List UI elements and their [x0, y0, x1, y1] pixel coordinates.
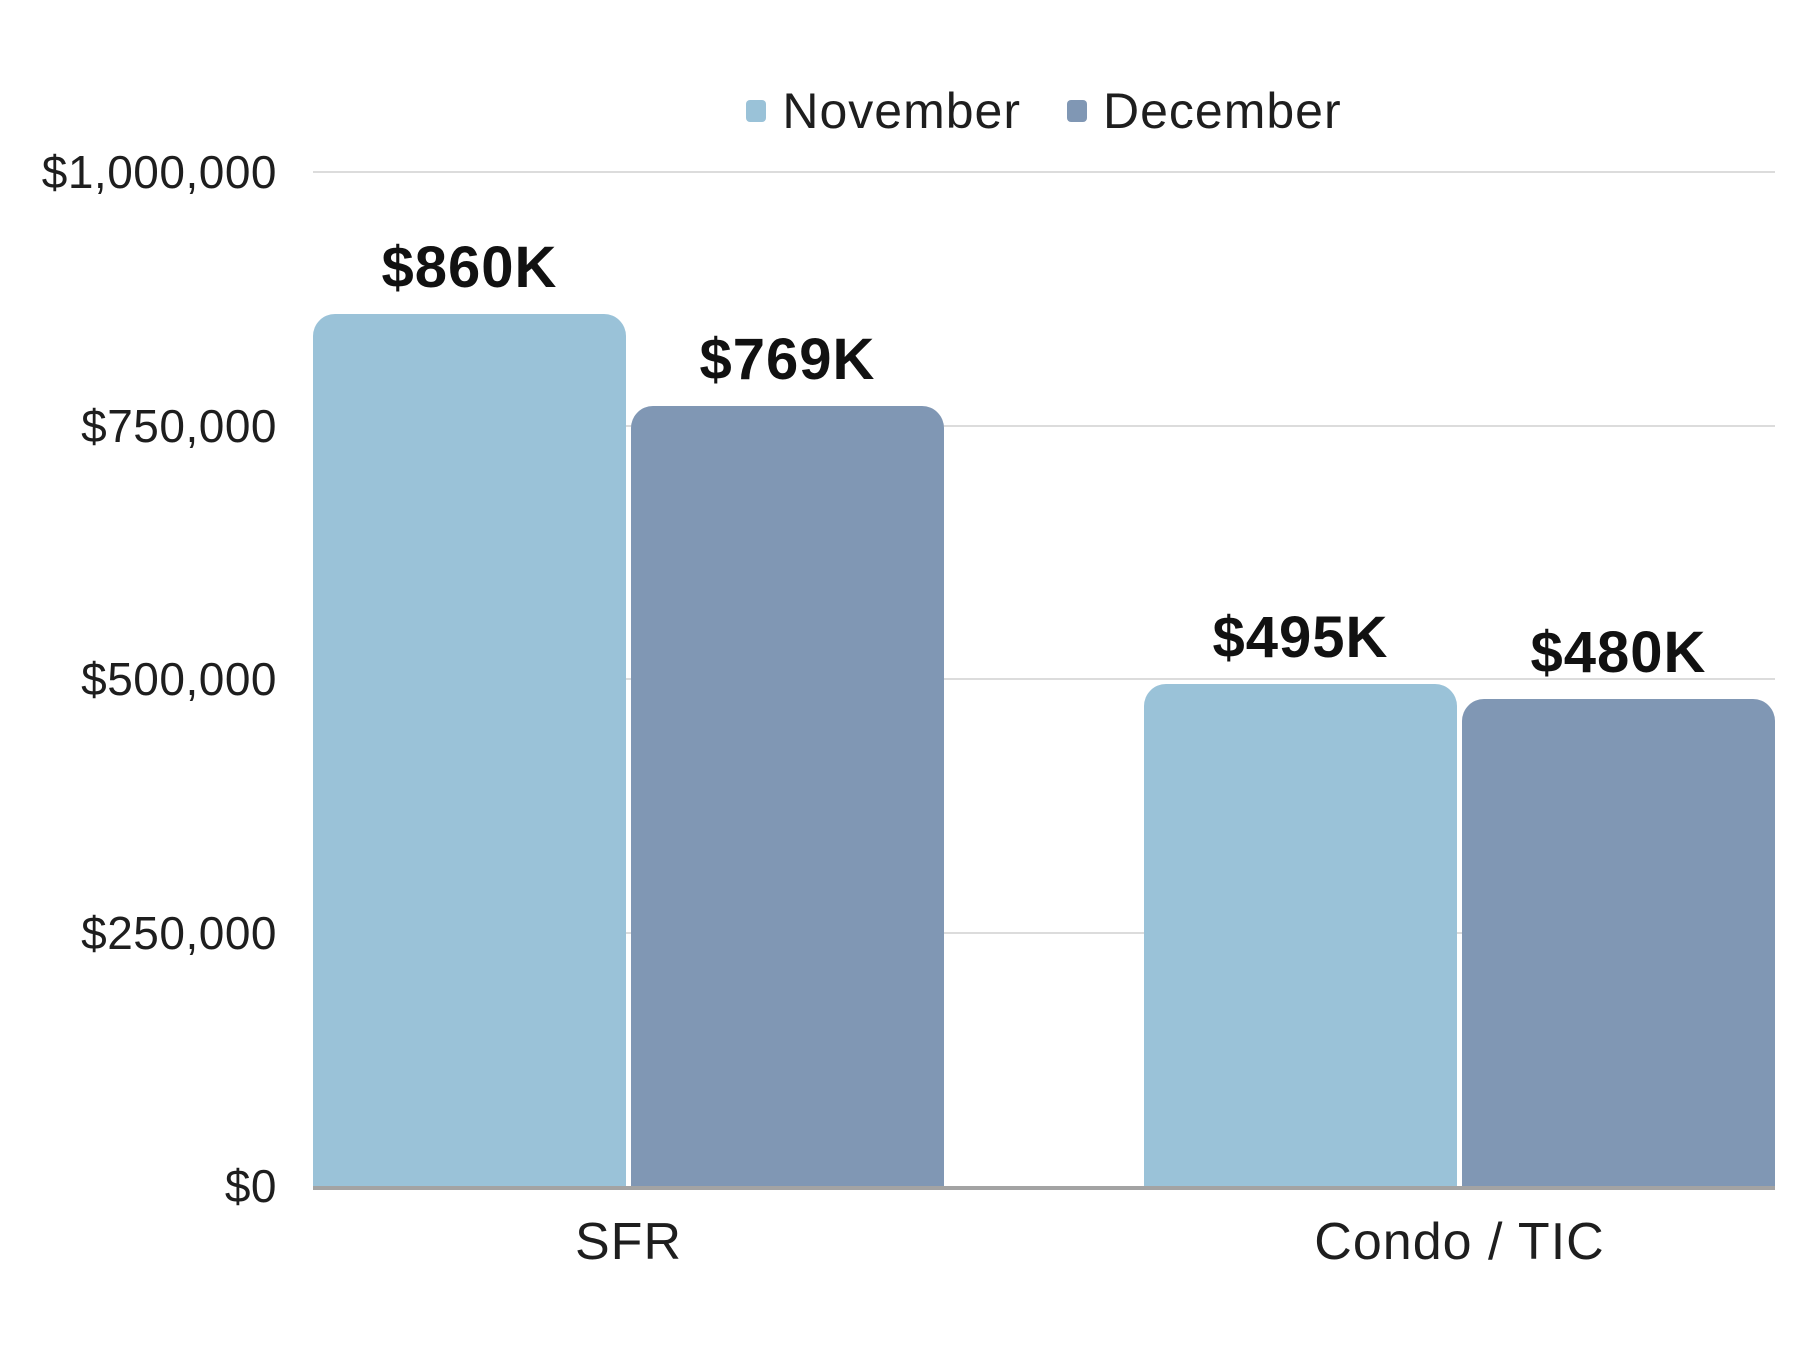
- y-axis-tick-label: $1,000,000: [41, 146, 277, 198]
- bar-value-label: $769K: [699, 327, 876, 392]
- bar-december-sfr: [631, 406, 944, 1186]
- bar-november-sfr: [313, 314, 626, 1186]
- gridline: [313, 931, 1775, 934]
- legend-label: December: [1103, 83, 1342, 139]
- y-axis-tick-label: $0: [224, 1160, 277, 1212]
- legend-swatch-icon: [746, 100, 767, 122]
- x-axis-baseline: [313, 1186, 1775, 1190]
- legend-item-december: December: [1067, 82, 1342, 140]
- y-axis-tick-label: $500,000: [81, 653, 277, 705]
- chart-legend: November December: [313, 82, 1775, 140]
- gridline: [313, 171, 1775, 173]
- bar-value-label: $860K: [381, 235, 558, 300]
- legend-swatch-icon: [1067, 100, 1087, 122]
- x-axis-category-label: SFR: [575, 1213, 682, 1271]
- legend-item-november: November: [746, 82, 1021, 140]
- y-axis-tick-label: $250,000: [81, 906, 277, 959]
- bar-value-label: $495K: [1212, 605, 1389, 670]
- y-axis-tick-label: $750,000: [81, 399, 277, 452]
- bar-value-label: $480K: [1530, 620, 1707, 685]
- gridline: [313, 424, 1775, 427]
- gridline: [313, 678, 1775, 680]
- legend-label: November: [782, 83, 1021, 139]
- bar-november-condo-tic: [1144, 684, 1457, 1186]
- bar-december-condo-tic: [1462, 699, 1775, 1186]
- x-axis-category-label: Condo / TIC: [1314, 1213, 1605, 1271]
